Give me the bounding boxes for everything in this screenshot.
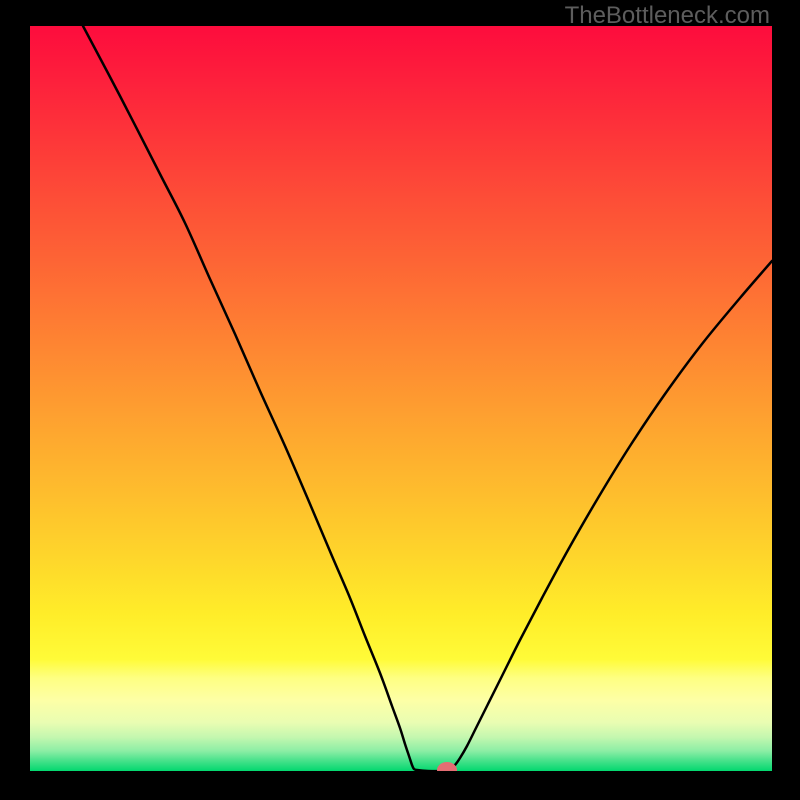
chart-frame: TheBottleneck.com [0, 0, 800, 800]
bottleneck-curve [30, 26, 772, 771]
optimal-point-marker [437, 762, 457, 771]
watermark-text: TheBottleneck.com [565, 2, 770, 30]
plot-area [30, 26, 772, 771]
